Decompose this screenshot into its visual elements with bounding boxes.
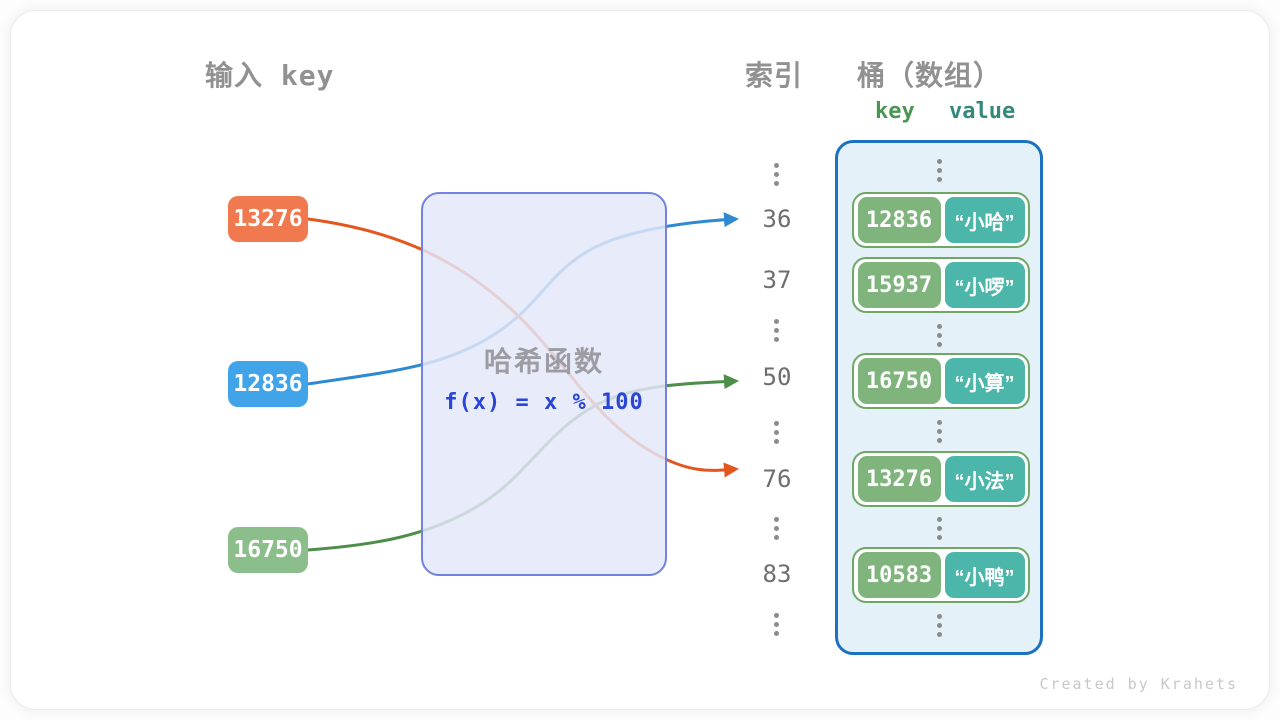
bucket-entry: 15937 “小啰” [852, 257, 1030, 313]
bucket-key-header: key [875, 99, 915, 124]
input-key-box-12836: 12836 [228, 361, 308, 407]
ellipsis-dots [937, 159, 942, 182]
input-key-box-13276: 13276 [228, 196, 308, 242]
ellipsis-dots [937, 614, 942, 637]
watermark-credit: Created by Krahets [1039, 675, 1238, 693]
hash-function-title: 哈希函数 [483, 346, 604, 377]
ellipsis-dots [937, 324, 942, 347]
hash-function-formula: f(x) = x % 100 [444, 390, 644, 415]
bucket-entry: 13276 “小法” [852, 451, 1030, 507]
entry-value: “小鸭” [944, 552, 1025, 598]
index-label-76: 76 [762, 465, 792, 493]
bucket-entry: 10583 “小鸭” [852, 547, 1030, 603]
entry-value: “小啰” [944, 262, 1025, 308]
ellipsis-dots [937, 517, 942, 540]
index-label-36: 36 [762, 205, 792, 233]
entry-value: “小法” [944, 456, 1025, 502]
entry-key: 13276 [857, 456, 941, 502]
bucket-entry: 16750 “小算” [852, 353, 1030, 409]
index-title: 索引 [745, 59, 804, 92]
entry-key: 15937 [857, 262, 941, 308]
input-key-title: 输入 key [205, 59, 335, 92]
bucket-value-header: value [949, 99, 1016, 124]
entry-key: 10583 [857, 552, 941, 598]
ellipsis-dots [937, 420, 942, 443]
index-label-50: 50 [762, 363, 792, 391]
entry-value: “小算” [944, 358, 1025, 404]
input-key-box-16750: 16750 [228, 527, 308, 573]
bucket-entry: 12836 “小哈” [852, 192, 1030, 248]
hash-function-box: 哈希函数 f(x) = x % 100 [421, 192, 667, 576]
ellipsis-dots [774, 421, 779, 444]
ellipsis-dots [774, 517, 779, 540]
entry-key: 12836 [857, 197, 941, 243]
bucket-title: 桶（数组） [857, 59, 1003, 92]
entry-value: “小哈” [944, 197, 1025, 243]
index-label-37: 37 [762, 266, 792, 294]
entry-key: 16750 [857, 358, 941, 404]
ellipsis-dots [774, 319, 779, 342]
index-label-83: 83 [762, 560, 792, 588]
ellipsis-dots [774, 613, 779, 636]
ellipsis-dots [774, 163, 779, 186]
